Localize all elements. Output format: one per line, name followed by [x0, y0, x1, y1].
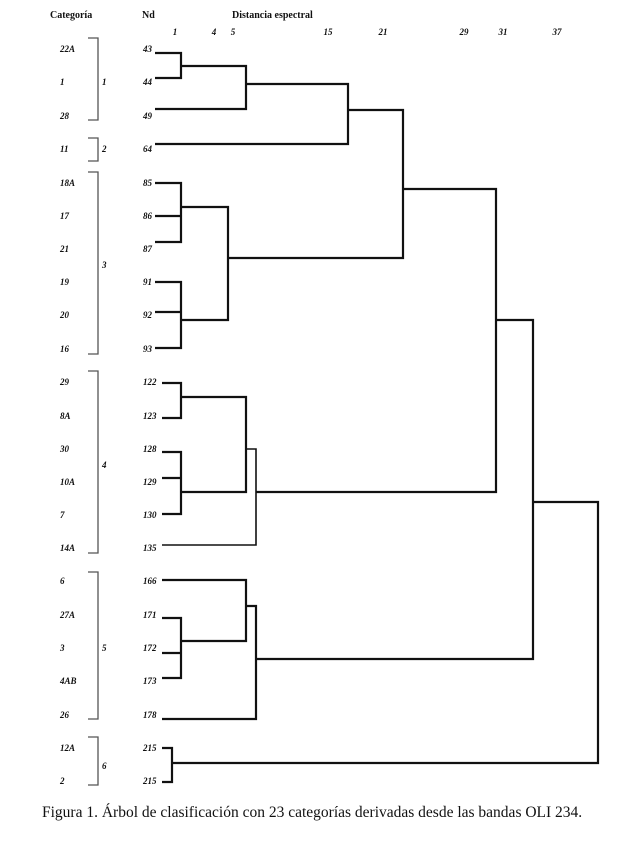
- nd-label: 215: [143, 776, 157, 786]
- categoria-label: 29: [60, 377, 69, 387]
- nd-label: 178: [143, 710, 157, 720]
- group-label: 5: [102, 643, 107, 653]
- categoria-label: 8A: [60, 411, 71, 421]
- nd-label: 91: [143, 277, 152, 287]
- branch: [162, 381, 183, 420]
- nd-label: 64: [143, 144, 152, 154]
- categoria-label: 18A: [60, 178, 76, 188]
- nd-label: 215: [143, 743, 157, 753]
- group-label: 2: [102, 144, 107, 154]
- nd-label: 166: [143, 576, 157, 586]
- group-bracket: [88, 571, 99, 720]
- categoria-label: 21: [60, 244, 69, 254]
- nd-header: Nd: [142, 10, 155, 21]
- nd-label: 173: [143, 676, 157, 686]
- categoria-label: 4AB: [60, 676, 77, 686]
- categoria-label: 11: [60, 144, 69, 154]
- group-label: 1: [102, 77, 107, 87]
- distancia-espectral-header: Distancia espectral: [232, 10, 313, 21]
- categoria-label: 30: [60, 444, 69, 454]
- branch: [162, 578, 248, 643]
- nd-label: 171: [143, 610, 157, 620]
- nd-label: 43: [143, 44, 152, 54]
- nd-label: 135: [143, 543, 157, 553]
- axis-tick: 37: [552, 27, 562, 37]
- categoria-label: 16: [60, 344, 69, 354]
- branch: [155, 64, 248, 111]
- nd-label: 85: [143, 178, 152, 188]
- categoria-label: 12A: [60, 743, 76, 753]
- categoria-label: 28: [60, 111, 69, 121]
- categoria-label: 17: [60, 211, 69, 221]
- nd-label: 130: [143, 510, 157, 520]
- axis-tick: 31: [498, 27, 508, 37]
- categoria-label: 27A: [60, 610, 76, 620]
- nd-label: 128: [143, 444, 157, 454]
- categoria-label: 10A: [60, 477, 76, 487]
- group-label: 3: [102, 260, 107, 270]
- categoria-label: 2: [60, 776, 65, 786]
- nd-label: 122: [143, 377, 157, 387]
- categoria-label: 7: [60, 510, 65, 520]
- group-bracket: [88, 370, 99, 554]
- branch: [181, 205, 230, 322]
- branch: [155, 51, 183, 80]
- branch: [256, 187, 498, 494]
- branch: [155, 181, 183, 244]
- nd-label: 172: [143, 643, 157, 653]
- categoria-label: 3: [60, 643, 65, 653]
- branch: [256, 318, 535, 661]
- group-brackets: [88, 37, 99, 786]
- group-bracket: [88, 736, 99, 786]
- branch: [181, 395, 248, 494]
- nd-label: 92: [143, 310, 152, 320]
- categoria-label: 22A: [60, 44, 76, 54]
- axis-tick: 4: [211, 27, 217, 37]
- branch: [162, 448, 257, 546]
- nd-label: 86: [143, 211, 152, 221]
- categoria-label: 19: [60, 277, 69, 287]
- branch: [228, 108, 405, 260]
- group-label: 6: [102, 761, 107, 771]
- branch: [162, 746, 174, 784]
- axis-tick: 21: [378, 27, 388, 37]
- categoria-label: 26: [60, 710, 69, 720]
- branch: [155, 280, 183, 350]
- axis-tick: 5: [230, 27, 236, 37]
- axis-tick: 15: [323, 27, 333, 37]
- branch: [162, 616, 183, 680]
- categoria-label: 14A: [60, 543, 76, 553]
- branch: [172, 500, 600, 765]
- group-label: 4: [102, 460, 107, 470]
- nd-label: 129: [143, 477, 157, 487]
- group-bracket: [88, 171, 99, 355]
- tree-branches: [155, 51, 600, 784]
- branch: [162, 604, 258, 721]
- axis-tick: 29: [459, 27, 469, 37]
- nd-label: 87: [143, 244, 152, 254]
- categoria-label: 20: [60, 310, 69, 320]
- nd-label: 44: [143, 77, 152, 87]
- categoria-label: 6: [60, 576, 65, 586]
- categoria-label: 1: [60, 77, 65, 87]
- figure-caption: Figura 1. Árbol de clasificación con 23 …: [42, 804, 583, 821]
- group-bracket: [88, 37, 99, 121]
- nd-label: 93: [143, 344, 152, 354]
- categoria-header: Categoría: [50, 10, 93, 21]
- group-bracket: [88, 137, 99, 162]
- nd-label: 49: [143, 111, 152, 121]
- branch: [155, 82, 350, 146]
- branch: [162, 450, 183, 516]
- nd-label: 123: [143, 411, 157, 421]
- axis-tick: 1: [172, 27, 178, 37]
